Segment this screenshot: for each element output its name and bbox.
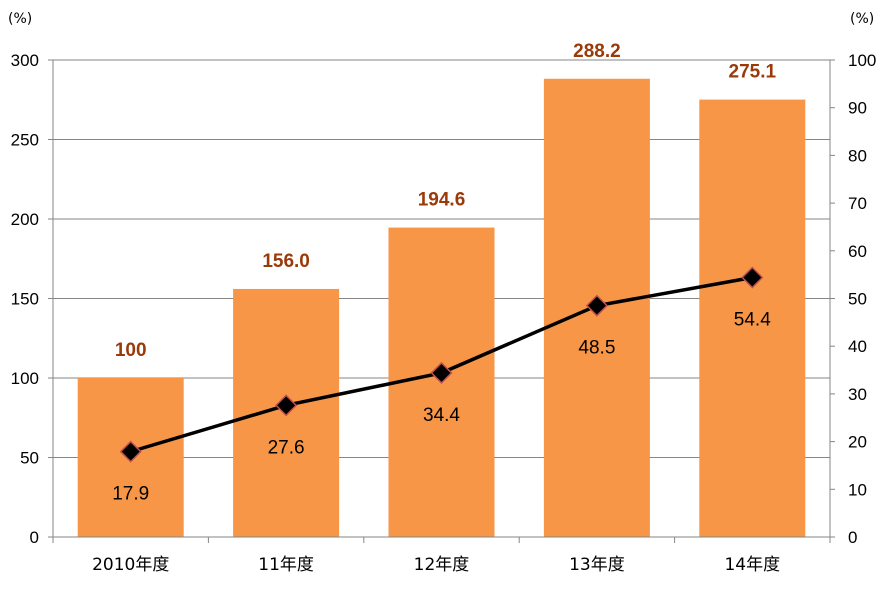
left-axis-unit: (%) — [8, 11, 32, 27]
bar — [699, 99, 806, 537]
axes: 0 50 100 150 200 250 300 0 10 20 30 40 50 60 70 80 90 100… — [11, 51, 877, 575]
right-tick-label: 40 — [848, 337, 867, 356]
left-tick-label: 250 — [11, 131, 39, 150]
x-tick-label: 11年度 — [258, 555, 314, 575]
bar-value-label: 275.1 — [729, 62, 777, 83]
line-point — [119, 440, 142, 463]
line-value-label: 34.4 — [423, 405, 460, 426]
right-tick-label: 70 — [848, 194, 867, 213]
line-value-label: 27.6 — [268, 437, 305, 458]
line-value-label: 54.4 — [734, 310, 771, 331]
right-tick-label: 20 — [848, 433, 867, 452]
right-tick-label: 100 — [848, 51, 876, 70]
right-tick-label: 80 — [848, 146, 867, 165]
line-point — [741, 266, 764, 289]
bar-value-label: 100 — [115, 340, 147, 361]
right-tick-label: 10 — [848, 480, 867, 499]
left-tick-label: 300 — [11, 51, 39, 70]
data-labels: 100 156.0 194.6 288.2 275.1 17.9 27.6 34.4 48.5 5… — [112, 41, 776, 505]
x-tick-label: 2010年度 — [92, 555, 169, 575]
bar-value-label: 288.2 — [573, 41, 621, 62]
x-tick-label: 13年度 — [569, 555, 625, 575]
bar-series — [77, 78, 806, 538]
right-tick-label: 60 — [848, 242, 867, 261]
right-tick-label: 90 — [848, 99, 867, 118]
line-point — [275, 394, 298, 417]
line-point — [585, 294, 608, 317]
left-tick-label: 0 — [30, 528, 39, 547]
line-point — [430, 361, 453, 384]
bar-value-label: 194.6 — [418, 190, 466, 211]
line-value-label: 17.9 — [112, 484, 149, 505]
right-tick-label: 0 — [848, 528, 857, 547]
right-axis-unit: (%) — [850, 11, 874, 27]
x-tick-label: 14年度 — [724, 555, 780, 575]
x-tick-label: 12年度 — [414, 555, 470, 575]
left-tick-label: 100 — [11, 369, 39, 388]
line-series — [119, 266, 764, 463]
left-tick-label: 200 — [11, 210, 39, 229]
right-tick-label: 30 — [848, 385, 867, 404]
line-value-label: 48.5 — [578, 338, 615, 359]
left-tick-label: 150 — [11, 290, 39, 309]
left-tick-label: 50 — [20, 449, 39, 468]
right-tick-label: 50 — [848, 290, 867, 309]
bar-value-label: 156.0 — [262, 251, 310, 272]
